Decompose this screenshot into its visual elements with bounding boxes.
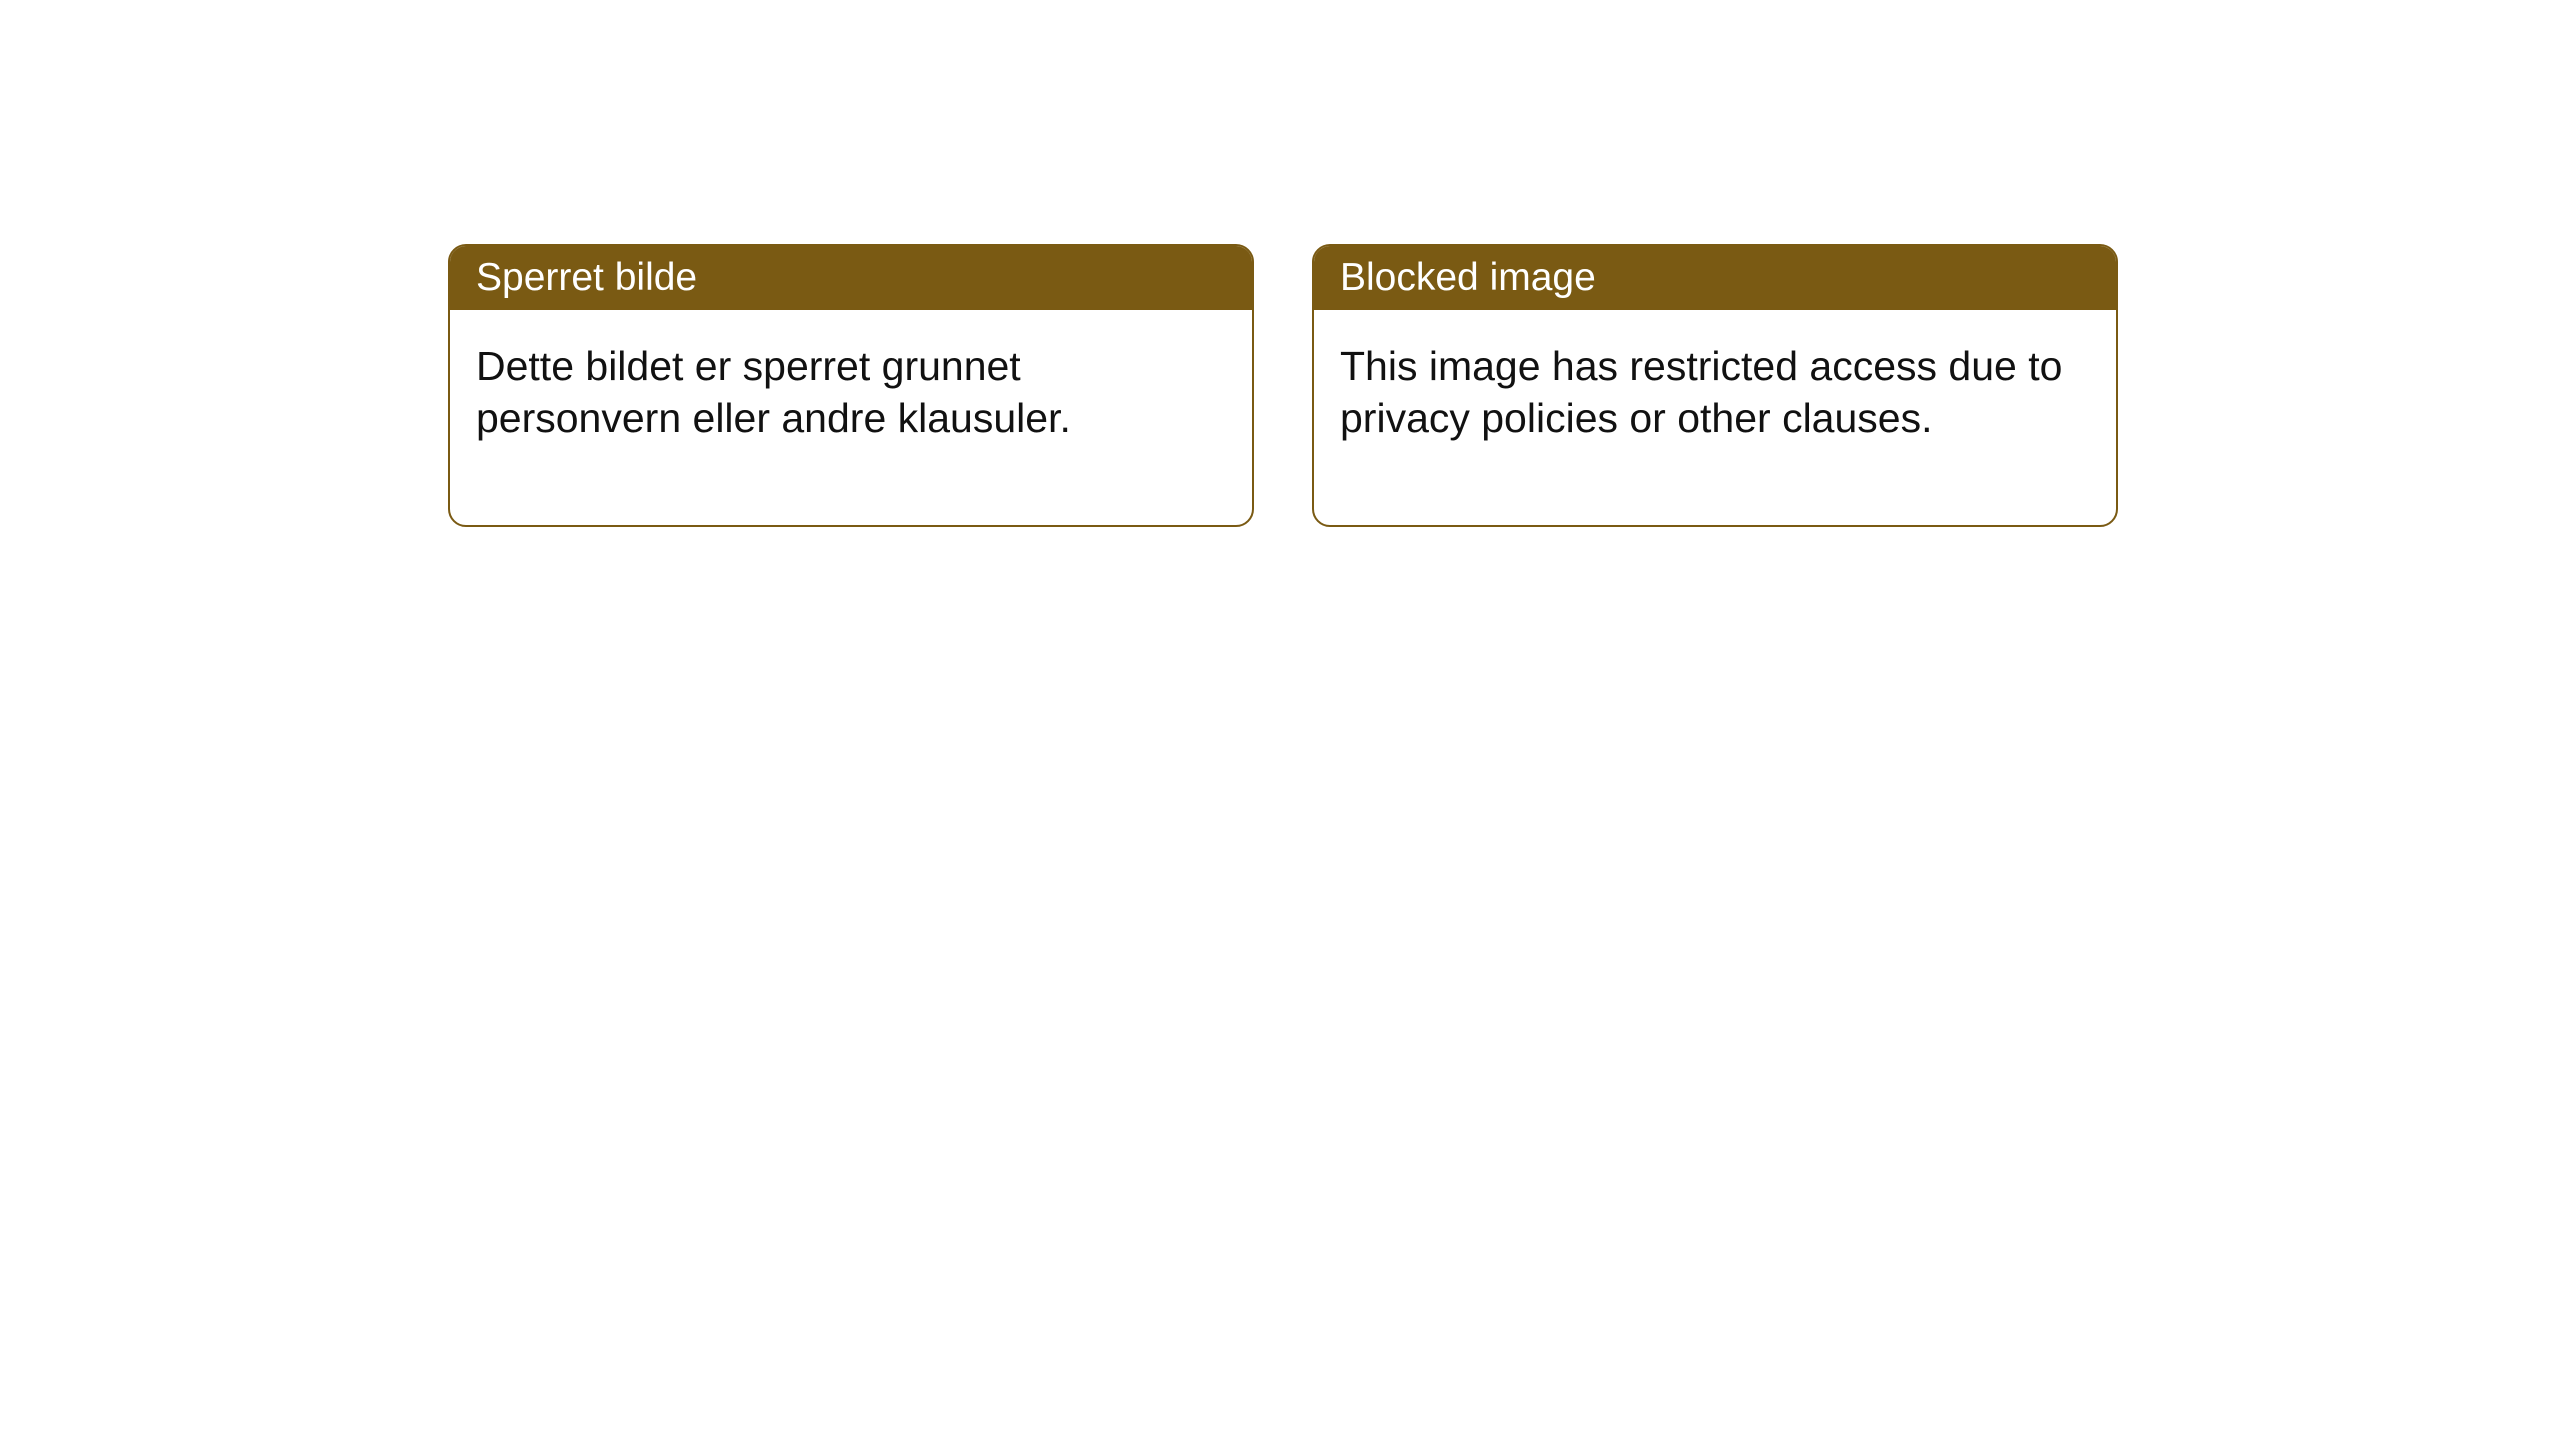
notice-card-en: Blocked image This image has restricted … <box>1312 244 2118 527</box>
notice-text-no: Dette bildet er sperret grunnet personve… <box>476 343 1071 441</box>
notice-container: Sperret bilde Dette bildet er sperret gr… <box>0 0 2560 527</box>
notice-card-body-en: This image has restricted access due to … <box>1314 310 2116 525</box>
notice-card-header-no: Sperret bilde <box>450 246 1252 310</box>
notice-text-en: This image has restricted access due to … <box>1340 343 2062 441</box>
notice-card-header-en: Blocked image <box>1314 246 2116 310</box>
notice-title-no: Sperret bilde <box>476 256 697 299</box>
notice-title-en: Blocked image <box>1340 256 1596 299</box>
notice-card-body-no: Dette bildet er sperret grunnet personve… <box>450 310 1252 525</box>
notice-card-no: Sperret bilde Dette bildet er sperret gr… <box>448 244 1254 527</box>
